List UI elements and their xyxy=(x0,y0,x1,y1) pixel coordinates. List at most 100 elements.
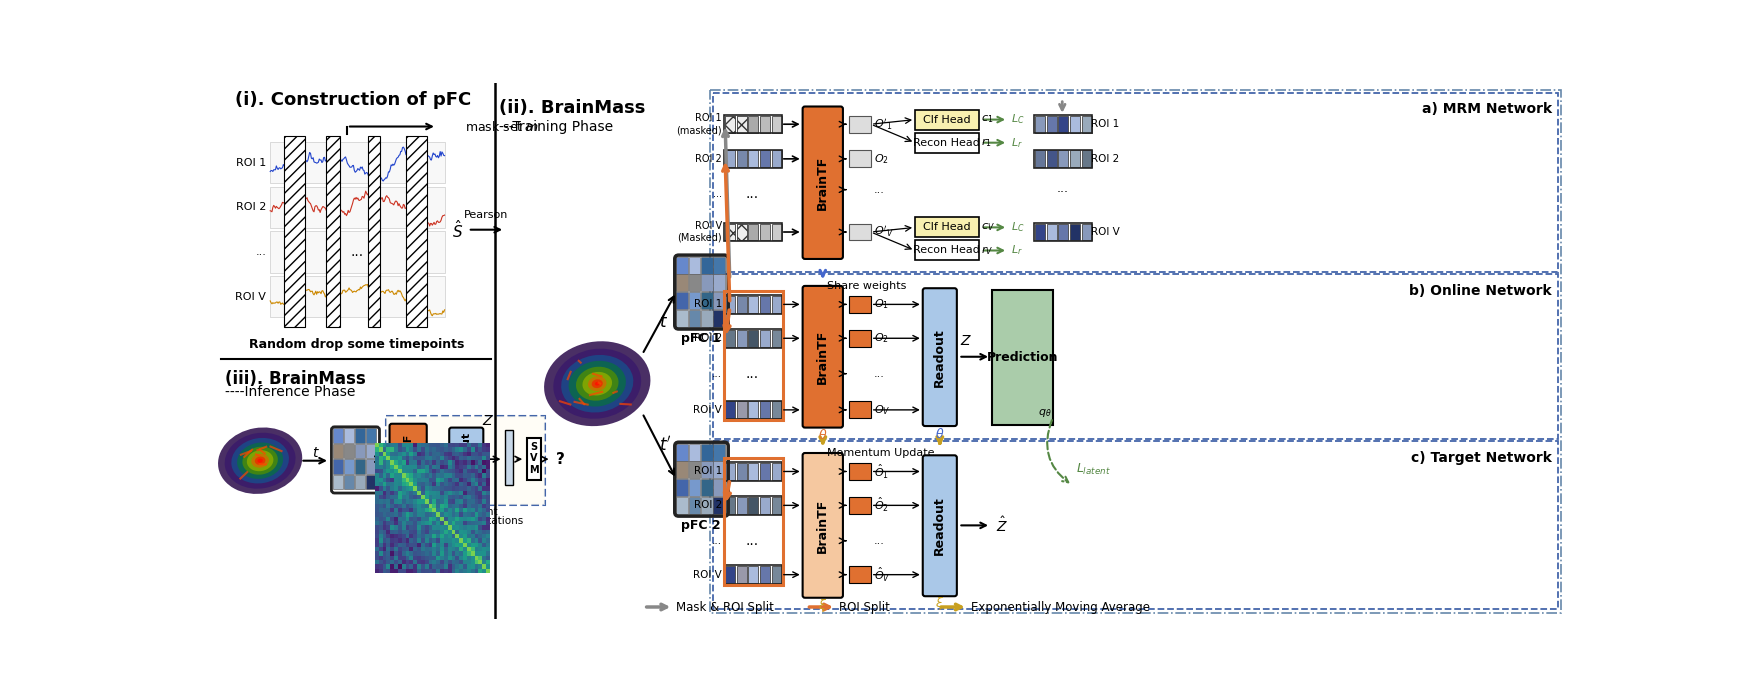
Bar xyxy=(713,92,1558,272)
Bar xyxy=(725,224,736,240)
Bar xyxy=(713,441,1558,610)
Bar xyxy=(1082,116,1090,133)
Bar xyxy=(1082,150,1090,167)
Text: BrainTF: BrainTF xyxy=(816,156,830,210)
Bar xyxy=(713,497,725,514)
Bar xyxy=(676,444,687,461)
Text: $t$: $t$ xyxy=(311,446,320,460)
Bar xyxy=(365,428,376,443)
Text: $O_V$: $O_V$ xyxy=(873,403,890,417)
Bar xyxy=(849,402,870,418)
Ellipse shape xyxy=(257,459,263,463)
Bar xyxy=(355,428,365,443)
Bar xyxy=(723,149,781,168)
Bar xyxy=(915,240,977,261)
Bar xyxy=(332,444,343,459)
Text: ...: ... xyxy=(711,368,722,379)
Bar xyxy=(713,310,725,327)
Text: Clf Head: Clf Head xyxy=(922,115,970,124)
Bar xyxy=(1057,150,1068,167)
Bar xyxy=(1033,115,1090,133)
Text: $c_V$: $c_V$ xyxy=(981,222,995,234)
Text: $L_{latent}$: $L_{latent}$ xyxy=(1076,462,1111,477)
Bar xyxy=(1047,150,1056,167)
Bar xyxy=(1033,149,1090,168)
Text: ROI V: ROI V xyxy=(692,570,722,580)
Ellipse shape xyxy=(553,349,640,419)
Bar xyxy=(701,292,713,309)
Bar xyxy=(723,496,781,514)
Text: $r_V$: $r_V$ xyxy=(981,244,993,257)
Bar xyxy=(504,430,513,485)
Bar xyxy=(760,116,770,133)
Bar xyxy=(915,133,977,153)
Ellipse shape xyxy=(576,367,617,401)
Ellipse shape xyxy=(237,443,283,479)
Text: (i). Construction of pFC: (i). Construction of pFC xyxy=(235,91,471,109)
Bar xyxy=(1069,150,1080,167)
Text: Share weights: Share weights xyxy=(826,281,906,291)
Text: ...: ... xyxy=(1056,182,1068,195)
Bar xyxy=(1035,224,1045,240)
Bar xyxy=(325,136,339,327)
Text: ROI V: ROI V xyxy=(235,292,266,302)
Text: c) Target Network: c) Target Network xyxy=(1410,450,1551,465)
Bar xyxy=(332,475,343,489)
Bar xyxy=(725,497,736,514)
Text: mask set $m$: mask set $m$ xyxy=(466,120,539,133)
Text: BrainTF: BrainTF xyxy=(403,434,412,482)
Bar xyxy=(676,256,687,274)
Bar xyxy=(1047,224,1056,240)
Text: ?: ? xyxy=(556,452,565,466)
Bar xyxy=(915,218,977,238)
Bar xyxy=(991,290,1052,425)
Bar xyxy=(270,276,445,318)
Bar xyxy=(849,116,870,133)
Text: ...: ... xyxy=(873,368,885,379)
Bar xyxy=(760,296,770,313)
FancyBboxPatch shape xyxy=(802,286,842,427)
Bar xyxy=(1047,116,1056,133)
Bar xyxy=(1035,150,1045,167)
FancyBboxPatch shape xyxy=(922,455,956,596)
Text: ROI 2: ROI 2 xyxy=(694,334,722,343)
Bar xyxy=(701,275,713,291)
Text: ROI 2: ROI 2 xyxy=(696,154,722,164)
Text: ...: ... xyxy=(746,186,758,201)
Ellipse shape xyxy=(250,454,270,468)
Bar xyxy=(332,428,343,443)
Bar xyxy=(748,463,758,480)
Bar xyxy=(689,461,699,478)
Bar xyxy=(1069,224,1080,240)
Bar xyxy=(723,459,783,584)
Ellipse shape xyxy=(231,438,289,484)
Text: representations: representations xyxy=(442,516,523,526)
Text: ROI 2: ROI 2 xyxy=(237,202,266,213)
Ellipse shape xyxy=(588,376,607,391)
Bar xyxy=(723,329,781,348)
Bar xyxy=(344,459,353,474)
Text: ROI V
(Masked): ROI V (Masked) xyxy=(676,221,722,243)
Text: $c_1$: $c_1$ xyxy=(981,114,993,126)
Text: ROI 1: ROI 1 xyxy=(694,300,722,309)
Bar xyxy=(849,497,870,514)
Bar xyxy=(710,90,1560,613)
Bar xyxy=(748,296,758,313)
Bar xyxy=(760,402,770,418)
Bar xyxy=(386,416,544,505)
Bar xyxy=(701,444,713,461)
Bar xyxy=(760,150,770,167)
Bar xyxy=(676,497,687,514)
Bar xyxy=(1033,223,1090,241)
Text: $t'$: $t'$ xyxy=(659,436,671,455)
Text: $O'_V$: $O'_V$ xyxy=(873,224,894,239)
Text: ...: ... xyxy=(713,188,722,199)
Bar xyxy=(770,116,781,133)
Bar xyxy=(760,330,770,347)
Ellipse shape xyxy=(254,457,266,465)
Bar xyxy=(701,256,713,274)
Text: $Z$: $Z$ xyxy=(960,334,972,348)
Text: ...: ... xyxy=(746,534,758,548)
Bar xyxy=(689,292,699,309)
Bar xyxy=(713,275,1558,439)
